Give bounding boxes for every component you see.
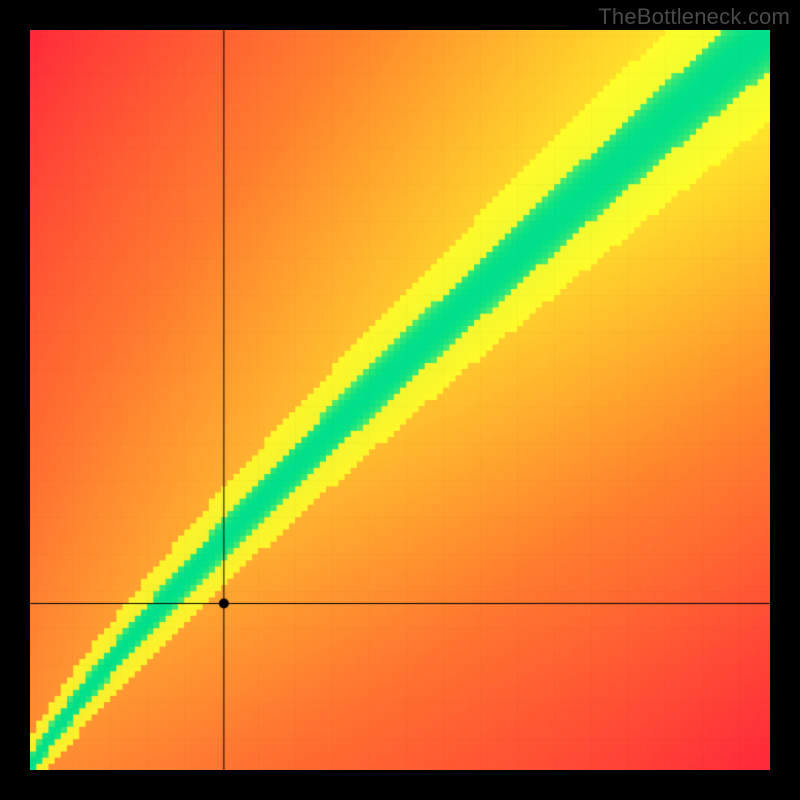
watermark-text: TheBottleneck.com bbox=[598, 4, 790, 30]
bottleneck-heatmap bbox=[30, 30, 770, 770]
chart-frame: TheBottleneck.com bbox=[0, 0, 800, 800]
